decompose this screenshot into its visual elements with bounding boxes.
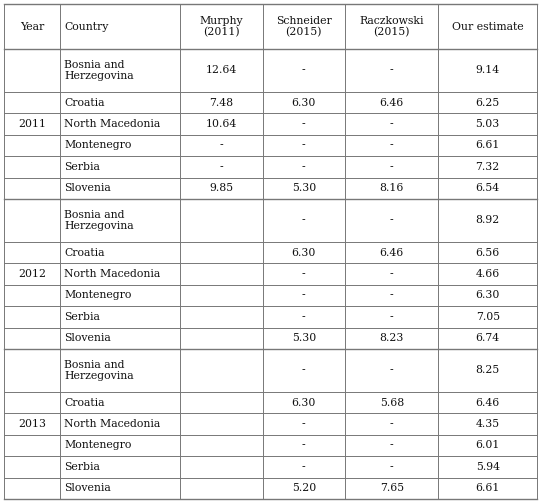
Text: 6.61: 6.61 [476,140,500,150]
Text: 6.01: 6.01 [476,441,500,450]
Text: 8.16: 8.16 [380,183,404,193]
Text: -: - [390,119,393,129]
Text: -: - [390,419,393,429]
Text: Slovenia: Slovenia [64,333,111,343]
Text: 2013: 2013 [18,419,46,429]
Text: 2012: 2012 [18,269,46,279]
Text: -: - [302,215,306,225]
Text: -: - [220,162,223,172]
Text: Croatia: Croatia [64,397,104,407]
Text: -: - [390,365,393,375]
Text: 2011: 2011 [18,119,46,129]
Text: Bosnia and
Herzegovina: Bosnia and Herzegovina [64,360,134,381]
Text: 6.54: 6.54 [476,183,500,193]
Text: Murphy
(2011): Murphy (2011) [200,16,243,38]
Text: 6.30: 6.30 [292,247,316,258]
Text: Serbia: Serbia [64,162,100,172]
Text: 7.48: 7.48 [209,98,233,108]
Text: Montenegro: Montenegro [64,441,131,450]
Text: Schneider
(2015): Schneider (2015) [276,16,332,38]
Text: 5.68: 5.68 [380,397,404,407]
Text: -: - [390,312,393,322]
Text: 6.46: 6.46 [380,247,404,258]
Text: 6.74: 6.74 [476,333,500,343]
Text: Croatia: Croatia [64,247,104,258]
Text: 5.03: 5.03 [476,119,500,129]
Text: 6.61: 6.61 [476,483,500,493]
Text: -: - [302,441,306,450]
Text: -: - [302,290,306,300]
Text: 8.92: 8.92 [476,215,500,225]
Text: -: - [302,365,306,375]
Text: -: - [302,312,306,322]
Text: -: - [302,162,306,172]
Text: 4.35: 4.35 [476,419,500,429]
Text: Serbia: Serbia [64,312,100,322]
Text: 5.30: 5.30 [292,183,316,193]
Text: -: - [390,65,393,75]
Text: 9.85: 9.85 [209,183,233,193]
Text: -: - [302,119,306,129]
Text: -: - [390,162,393,172]
Text: Slovenia: Slovenia [64,483,111,493]
Text: -: - [302,269,306,279]
Text: 5.20: 5.20 [292,483,316,493]
Text: -: - [390,290,393,300]
Text: Our estimate: Our estimate [452,22,524,32]
Text: 8.25: 8.25 [476,365,500,375]
Text: 7.32: 7.32 [476,162,500,172]
Text: Montenegro: Montenegro [64,290,131,300]
Text: 12.64: 12.64 [206,65,237,75]
Text: Montenegro: Montenegro [64,140,131,150]
Text: Slovenia: Slovenia [64,183,111,193]
Text: -: - [302,140,306,150]
Text: Bosnia and
Herzegovina: Bosnia and Herzegovina [64,60,134,81]
Text: 4.66: 4.66 [476,269,500,279]
Text: -: - [390,140,393,150]
Text: -: - [302,462,306,472]
Text: -: - [220,140,223,150]
Text: 9.14: 9.14 [476,65,500,75]
Text: 5.30: 5.30 [292,333,316,343]
Text: Bosnia and
Herzegovina: Bosnia and Herzegovina [64,210,134,231]
Text: 6.56: 6.56 [476,247,500,258]
Text: North Macedonia: North Macedonia [64,269,160,279]
Text: -: - [390,269,393,279]
Text: Croatia: Croatia [64,98,104,108]
Text: 6.46: 6.46 [476,397,500,407]
Text: -: - [302,419,306,429]
Text: 7.65: 7.65 [380,483,404,493]
Text: -: - [390,441,393,450]
Text: North Macedonia: North Macedonia [64,119,160,129]
Text: 7.05: 7.05 [476,312,500,322]
Text: -: - [390,215,393,225]
Text: 6.30: 6.30 [292,98,316,108]
Text: 6.30: 6.30 [292,397,316,407]
Text: Serbia: Serbia [64,462,100,472]
Text: Raczkowski
(2015): Raczkowski (2015) [360,16,424,38]
Text: 6.30: 6.30 [476,290,500,300]
Text: -: - [390,462,393,472]
Text: North Macedonia: North Macedonia [64,419,160,429]
Text: 6.25: 6.25 [476,98,500,108]
Text: Country: Country [64,22,108,32]
Text: -: - [302,65,306,75]
Text: 5.94: 5.94 [476,462,500,472]
Text: Year: Year [20,22,44,32]
Text: 10.64: 10.64 [206,119,237,129]
Text: 6.46: 6.46 [380,98,404,108]
Text: 8.23: 8.23 [380,333,404,343]
